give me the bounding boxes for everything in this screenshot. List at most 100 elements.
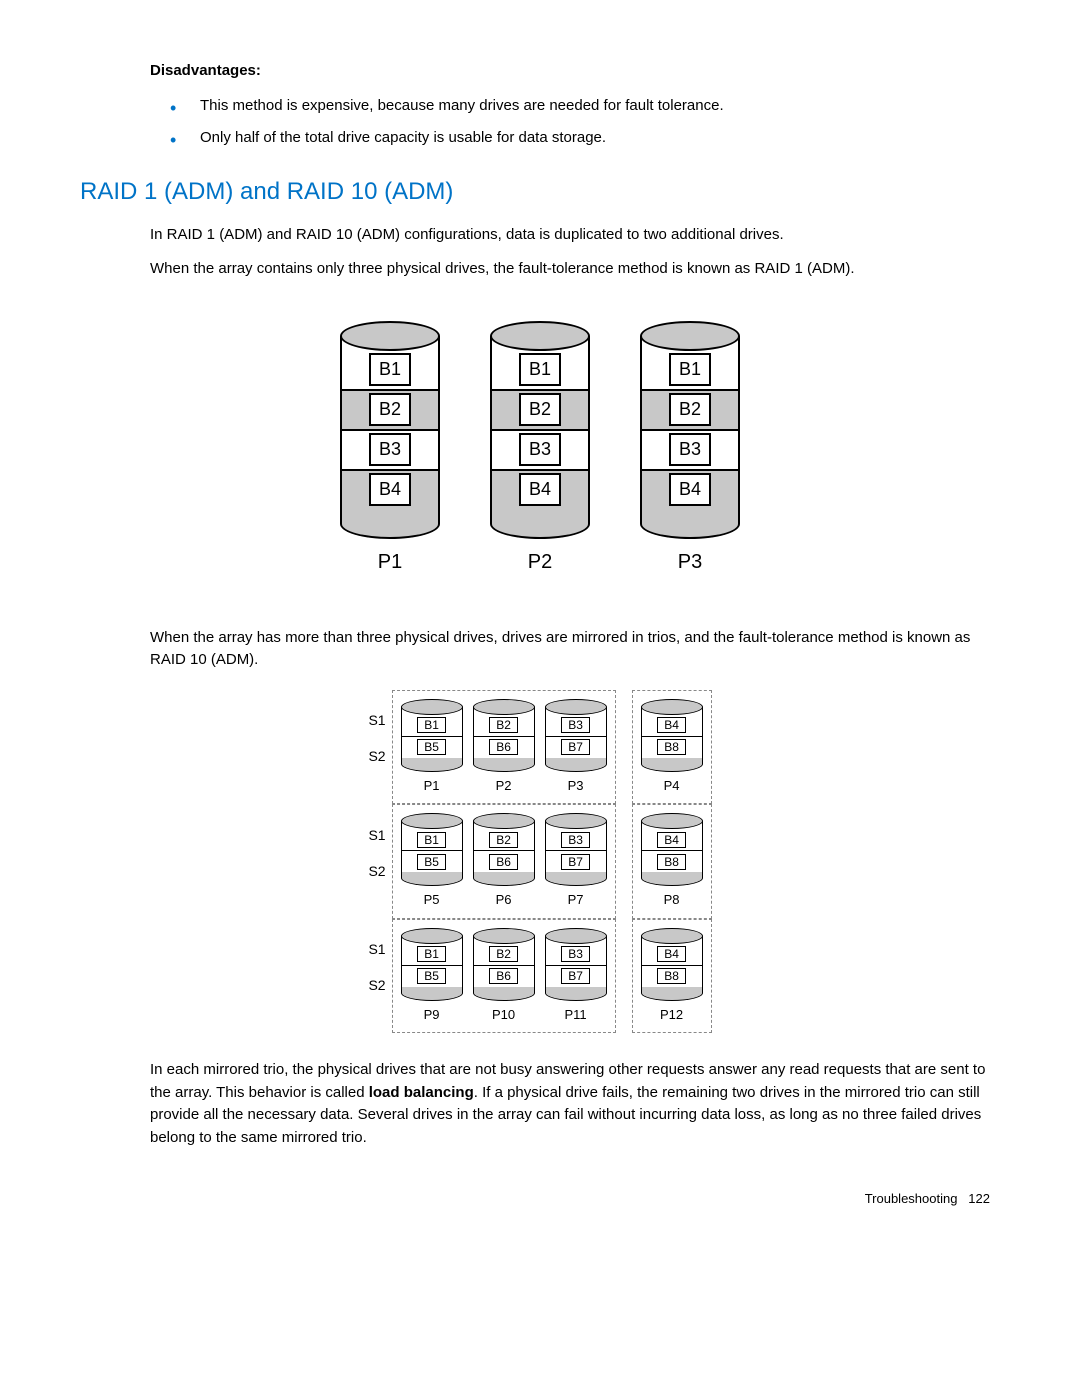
mirror-group: B4B8 P8: [632, 804, 712, 919]
cylinder-bottom-icon: [545, 758, 607, 772]
stripe-labels: S1 S2: [368, 710, 385, 767]
cylinder-top-icon: [641, 813, 703, 829]
block-label: B2: [669, 393, 711, 426]
drive-cylinder: B1 B5 P1: [401, 699, 463, 796]
drive-cylinder: B2B6 P10: [473, 928, 535, 1025]
footer-section: Troubleshooting: [865, 1191, 958, 1206]
data-block-band: B2: [492, 391, 588, 431]
cylinder-top-icon: [545, 813, 607, 829]
block-label: B4: [519, 473, 561, 506]
cylinder-bottom-icon: [401, 872, 463, 886]
block-label: B4: [369, 473, 411, 506]
data-block-band: B6: [474, 851, 534, 873]
page-footer: Troubleshooting 122: [80, 1189, 1000, 1209]
block-label: B1: [669, 353, 711, 386]
data-block-band: B4: [342, 471, 438, 511]
block-label: B5: [417, 739, 446, 755]
drive-cylinder: B3B7 P3: [545, 699, 607, 796]
cylinder-bottom-icon: [641, 987, 703, 1001]
cylinder-top-icon: [641, 928, 703, 944]
drive-label: P8: [641, 890, 703, 910]
data-block-band: B4: [642, 944, 702, 966]
data-block-band: B7: [546, 737, 606, 759]
cylinder-top-icon: [473, 928, 535, 944]
cylinder-top-icon: [490, 321, 590, 351]
data-block-band: B4: [642, 715, 702, 737]
block-label: B7: [561, 968, 590, 984]
data-block-band: B5: [402, 966, 462, 988]
mirror-group: B4B8 P4: [632, 690, 712, 805]
block-label: B7: [561, 739, 590, 755]
data-block-band: B6: [474, 737, 534, 759]
paragraph: When the array has more than three physi…: [80, 627, 1000, 672]
drive-label: P10: [473, 1005, 535, 1025]
stripe-label: S1: [368, 825, 385, 846]
cylinder-top-icon: [473, 813, 535, 829]
block-label: B6: [489, 739, 518, 755]
data-block-band: B3: [546, 715, 606, 737]
drive-label: P2: [490, 547, 590, 577]
block-label: B4: [657, 717, 686, 733]
drive-cylinder: B4B8 P4: [641, 699, 703, 796]
drive-cylinder: B1B5 P9: [401, 928, 463, 1025]
cylinder-body: B1 B2 B3 B4: [640, 336, 740, 511]
data-block-band: B1: [402, 715, 462, 737]
drive-label: P7: [545, 890, 607, 910]
data-block-band: B4: [642, 471, 738, 511]
data-block-band: B5: [402, 851, 462, 873]
stripe-label: S2: [368, 861, 385, 882]
data-block-band: B8: [642, 851, 702, 873]
cylinder-bottom-icon: [641, 872, 703, 886]
cylinder-top-icon: [641, 699, 703, 715]
block-label: B1: [417, 717, 446, 733]
cylinder-bottom-icon: [640, 509, 740, 539]
data-block-band: B3: [342, 431, 438, 471]
drive-cylinder: B3B7 P11: [545, 928, 607, 1025]
mirror-group: B1B5 P9 B2B6 P10 B3B7 P11: [392, 919, 616, 1034]
block-label: B7: [561, 854, 590, 870]
raid10-adm-figure: S1 S2 B1 B5 P1 B2B6 P2 B3B7 P3 B4B8 P4 S1…: [80, 690, 1000, 1034]
mirror-row: S1 S2 B1B5 P5 B2B6 P6 B3B7 P7 B4B8 P8: [368, 804, 711, 919]
data-block-band: B7: [546, 851, 606, 873]
data-block-band: B3: [546, 829, 606, 851]
data-block-band: B1: [342, 351, 438, 391]
drive-cylinder: B1 B2B3B4 P1: [340, 321, 440, 577]
drive-cylinder: B2B6 P6: [473, 813, 535, 910]
cylinder-bottom-icon: [545, 872, 607, 886]
cylinder-top-icon: [401, 699, 463, 715]
block-label: B8: [657, 968, 686, 984]
stripe-label: S1: [368, 939, 385, 960]
cylinder-bottom-icon: [641, 758, 703, 772]
mirror-group: B1 B5 P1 B2B6 P2 B3B7 P3: [392, 690, 616, 805]
stripe-labels: S1 S2: [368, 939, 385, 996]
footer-page: 122: [968, 1191, 990, 1206]
paragraph: When the array contains only three physi…: [80, 258, 1000, 281]
block-label: B1: [369, 353, 411, 386]
drive-cylinder: B2B6 P2: [473, 699, 535, 796]
list-item: This method is expensive, because many d…: [80, 95, 1000, 118]
block-label: B2: [519, 393, 561, 426]
list-item: Only half of the total drive capacity is…: [80, 127, 1000, 150]
cylinder-body: B1 B2B3B4: [340, 336, 440, 511]
bold-term: load balancing: [369, 1084, 474, 1101]
drive-label: P1: [401, 776, 463, 796]
cylinder-bottom-icon: [473, 872, 535, 886]
mirror-group: B1B5 P5 B2B6 P6 B3B7 P7: [392, 804, 616, 919]
block-label: B3: [669, 433, 711, 466]
drive-label: P5: [401, 890, 463, 910]
disadvantages-heading: Disadvantages:: [80, 60, 1000, 83]
drive-label: P9: [401, 1005, 463, 1025]
cylinder-bottom-icon: [473, 987, 535, 1001]
block-label: B2: [489, 717, 518, 733]
paragraph: In each mirrored trio, the physical driv…: [80, 1059, 1000, 1149]
block-label: B8: [657, 739, 686, 755]
data-block-band: B4: [492, 471, 588, 511]
data-block-band: B2: [474, 715, 534, 737]
drive-label: P1: [340, 547, 440, 577]
mirror-row: S1 S2 B1B5 P9 B2B6 P10 B3B7 P11 B4B8 P12: [368, 919, 711, 1034]
data-block-band: B1: [642, 351, 738, 391]
drive-label: P11: [545, 1005, 607, 1025]
cylinder-bottom-icon: [545, 987, 607, 1001]
drive-label: P6: [473, 890, 535, 910]
data-block-band: B2: [342, 391, 438, 431]
